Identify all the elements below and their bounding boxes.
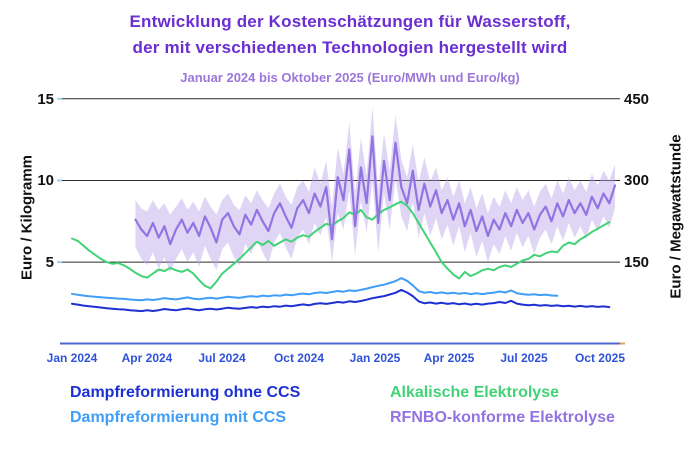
x-tick-oct-2024: Oct 2024 — [273, 351, 325, 365]
series-line-1 — [71, 277, 559, 302]
y-left-tick-5: 5 — [45, 254, 54, 271]
x-tick-apr-2025: Apr 2025 — [423, 351, 475, 365]
chart-subtitle: Januar 2024 bis Oktober 2025 (Euro/MWh u… — [180, 70, 520, 85]
legend-label-alkalische-elektrolyse: Alkalische Elektrolyse — [390, 384, 559, 401]
y-right-tick-300: 300 — [624, 172, 650, 189]
y-left-tick-10: 10 — [37, 172, 54, 189]
chart-title-line2: der mit verschiedenen Technologien herge… — [132, 38, 568, 57]
x-tick-jul-2024: Jul 2024 — [198, 351, 246, 365]
chart-title-line1: Entwicklung der Kostenschätzungen für Wa… — [129, 12, 571, 31]
y-right-tick-450: 450 — [624, 91, 650, 108]
x-tick-jan-2024: Jan 2024 — [46, 351, 98, 365]
y-left-tick-15: 15 — [37, 91, 54, 108]
y-right-tick-150: 150 — [624, 254, 650, 271]
series-line-2 — [71, 200, 611, 290]
y-left-axis-title: Euro / Kilogramm — [18, 154, 36, 281]
series-line-3 — [134, 135, 617, 246]
x-tick-jan-2025: Jan 2025 — [349, 351, 401, 365]
legend-label-dampfreformierung-mit-ccs: Dampfreformierung mit CCS — [70, 409, 287, 426]
x-tick-jul-2025: Jul 2025 — [500, 351, 548, 365]
x-tick-oct-2025: Oct 2025 — [574, 351, 626, 365]
legend-label-rfnbo-konforme-elektrolyse: RFNBO-konforme Elektrolyse — [390, 409, 615, 426]
series-line-0 — [71, 288, 611, 313]
y-right-axis-title: Euro / Megawattstunde — [667, 134, 685, 299]
x-tick-apr-2024: Apr 2024 — [121, 351, 173, 365]
legend-label-dampfreformierung-ohne-ccs: Dampfreformierung ohne CCS — [70, 384, 301, 401]
